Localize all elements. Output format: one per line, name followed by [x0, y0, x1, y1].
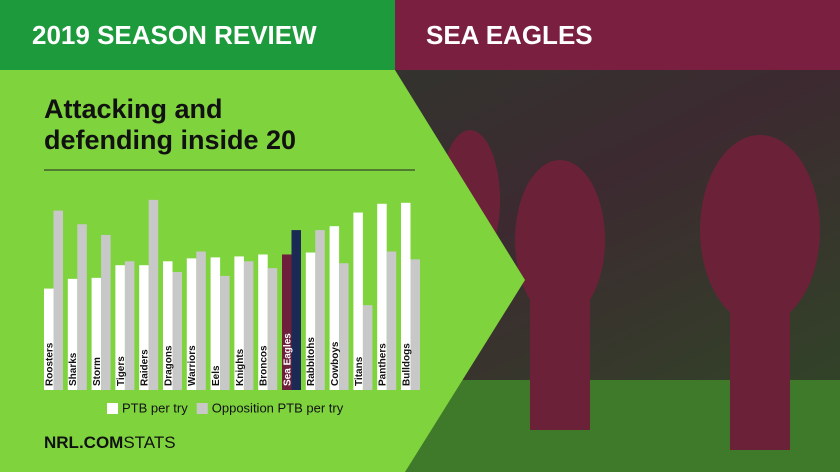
bar [44, 288, 54, 390]
brand-suffix: STATS [123, 433, 176, 452]
x-tick-label: Knights [235, 348, 246, 386]
header-left-bg [0, 0, 395, 70]
legend-label: Opposition PTB per try [212, 400, 344, 415]
bar [67, 278, 78, 390]
x-tick-label: Roosters [44, 342, 55, 386]
bar [353, 212, 363, 390]
bar [401, 202, 411, 390]
x-tick-label: Sharks [68, 352, 79, 386]
legend-swatch [196, 403, 208, 414]
x-tick-label: Titans [354, 356, 365, 386]
bar [329, 226, 340, 390]
x-tick-label: Bulldogs [401, 343, 412, 386]
bar [172, 272, 182, 390]
bar [210, 257, 221, 390]
bar [77, 224, 87, 390]
bar [339, 263, 349, 390]
x-tick-label: Sea Eagles [282, 333, 293, 386]
x-tick-label: Panthers [378, 343, 389, 386]
bar [377, 203, 387, 390]
bar [282, 254, 292, 390]
x-tick-label: Eels [211, 365, 222, 386]
legend-label: PTB per try [122, 400, 188, 415]
bar [234, 256, 244, 390]
chart-title: Attacking and defending inside 20 [44, 94, 297, 155]
x-tick-label: Broncos [259, 345, 270, 386]
x-tick-label: Tigers [116, 356, 127, 386]
bar [163, 261, 173, 390]
legend-swatch [107, 403, 118, 414]
bar [315, 230, 325, 390]
bar [148, 199, 159, 390]
bar [115, 265, 125, 390]
chart: Roosters Sharks Storm Tigers Raiders Dragons W… [44, 199, 420, 415]
x-tick-label: Raiders [140, 349, 151, 386]
bar [243, 261, 254, 390]
x-tick-label: Warriors [187, 345, 198, 386]
bar [186, 258, 197, 390]
x-tick-label: Storm [92, 357, 103, 386]
bar [101, 234, 111, 390]
bar [124, 261, 135, 390]
bar [258, 254, 268, 390]
photo-players [440, 130, 820, 450]
bar [410, 259, 420, 390]
x-tick-label: Rabbitohs [306, 337, 317, 386]
bar [291, 230, 301, 390]
bar [139, 265, 149, 390]
header-right: SEA EAGLES [426, 20, 593, 50]
bar [196, 251, 206, 390]
bar [267, 268, 278, 390]
x-tick-label: Dragons [163, 345, 174, 386]
x-tick-label: Cowboys [330, 341, 341, 386]
bar [220, 275, 230, 390]
bar [305, 252, 316, 390]
footer: NRL.COMSTATS [44, 433, 176, 453]
header-right-bg [395, 0, 840, 70]
header-left: 2019 SEASON REVIEW [32, 20, 317, 50]
bar [91, 277, 102, 390]
bar [386, 251, 397, 390]
bar [362, 305, 373, 390]
brand: NRL.COM [44, 433, 124, 452]
bar [53, 210, 63, 390]
